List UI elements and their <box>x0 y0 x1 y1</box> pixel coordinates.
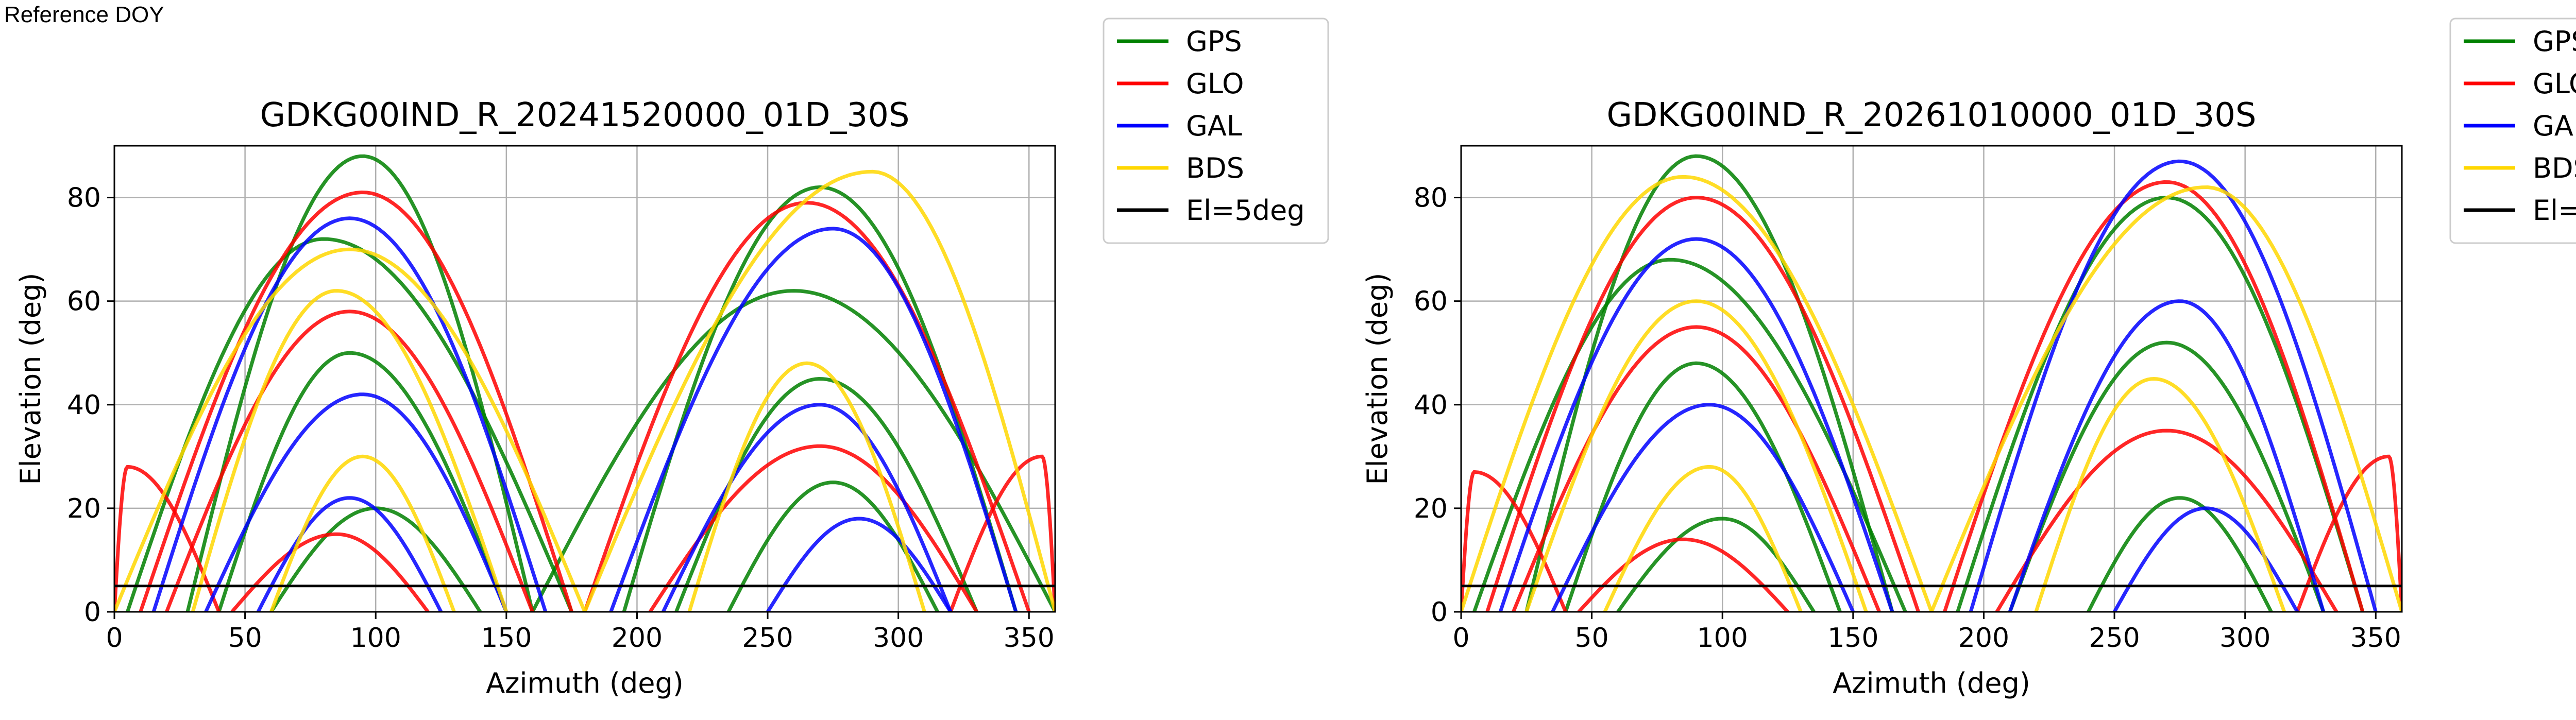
x-tick-label: 250 <box>742 623 793 654</box>
series-arc-glo <box>1577 537 1789 612</box>
x-tick-label: 100 <box>1697 623 1748 654</box>
x-tick-label: 50 <box>1575 623 1609 654</box>
chart-title: GDKG00IND_R_20261010000_01D_30S <box>1606 96 2256 134</box>
legend-label-el-5deg: El=5deg <box>2533 194 2576 227</box>
x-tick-label: 150 <box>1827 623 1878 654</box>
series-arc-gps <box>531 289 1055 612</box>
plot-frame <box>1460 145 2403 613</box>
y-axis-title: Elevation (deg) <box>14 273 47 485</box>
series-arc-gps <box>1472 258 1907 612</box>
series-arc-bds <box>1461 175 1934 612</box>
chart-title: GDKG00IND_R_20241520000_01D_30S <box>260 96 909 134</box>
series-arc-gps <box>622 185 1018 612</box>
series-arc-gps <box>217 351 509 612</box>
series-arc-glo <box>230 532 430 612</box>
y-tick-label: 20 <box>67 493 101 524</box>
y-tick-label: 80 <box>67 183 101 214</box>
x-tick-label: 350 <box>2350 623 2401 654</box>
y-tick-label: 40 <box>67 390 101 421</box>
series-arc-gal <box>151 216 548 612</box>
legend-label-gps: GPS <box>1186 25 1242 58</box>
reference-doy-label: Reference DOY <box>4 2 164 27</box>
series-arc-glo <box>583 201 1031 612</box>
x-tick-label: 250 <box>2089 623 2140 654</box>
series-arc-bds <box>1603 465 1803 612</box>
x-tick-label: 200 <box>612 623 663 654</box>
y-axis-title: Elevation (deg) <box>1361 273 1394 485</box>
series-arc-gal <box>609 227 1018 612</box>
legend-label-bds: BDS <box>2533 152 2576 184</box>
series-arc-glo <box>2295 454 2402 612</box>
y-tick-label: 0 <box>84 597 101 628</box>
series-arc-gps <box>185 154 535 612</box>
x-tick-label: 300 <box>2219 623 2270 654</box>
legend-label-bds: BDS <box>1186 152 1244 184</box>
series-arc-gal <box>256 496 443 612</box>
legend-label-gps: GPS <box>2533 25 2576 58</box>
series-arc-bds <box>114 247 587 612</box>
series-arc-gal <box>1551 403 1855 612</box>
legend-box <box>1103 18 1329 244</box>
series-arc-gal <box>662 403 953 612</box>
series-arc-glo <box>114 465 221 612</box>
legend: GPS GLO GAL BDS El=5deg <box>2449 18 2576 244</box>
series-arc-bds <box>687 361 926 612</box>
y-tick-label: 60 <box>67 286 101 317</box>
series-arc-gps <box>126 237 573 612</box>
series-arc-glo <box>139 190 573 612</box>
series-arc-glo <box>1943 180 2365 612</box>
series-arc-bds <box>269 454 456 612</box>
series-arc-glo <box>948 454 1055 612</box>
x-tick-label: 100 <box>350 623 401 654</box>
x-tick-label: 0 <box>106 623 123 654</box>
series-arc-bds <box>1524 299 1868 612</box>
y-tick-label: 40 <box>1414 390 1448 421</box>
series-arc-gps <box>1956 196 2365 612</box>
series-layer <box>1461 154 2402 612</box>
series-arc-gal <box>2008 299 2326 612</box>
series-arc-glo <box>1512 325 1881 612</box>
skyplot-chart-1: GDKG00IND_R_20241520000_01D_30S 0 50 100 150… <box>14 18 1329 699</box>
series-arc-bds <box>583 169 1055 612</box>
legend-label-glo: GLO <box>2533 67 2576 100</box>
series-arc-gps <box>1564 361 1842 612</box>
legend-label-glo: GLO <box>1186 67 1244 100</box>
x-tick-label: 350 <box>1004 623 1055 654</box>
legend: GPS GLO GAL BDS El=5deg <box>1103 18 1329 244</box>
y-tick-label: 0 <box>1431 597 1448 628</box>
legend-box <box>2449 18 2576 244</box>
series-layer <box>114 154 1055 612</box>
series-arc-glo <box>1995 428 2338 612</box>
series-arc-gal <box>1969 159 2378 612</box>
series-arc-gps <box>1616 517 1816 612</box>
series-arc-gal <box>204 392 509 612</box>
plot-frame <box>113 145 1056 613</box>
series-arc-glo <box>1461 470 1568 612</box>
series-arc-bds <box>191 289 509 612</box>
y-tick-label: 80 <box>1414 183 1448 214</box>
legend-label-el-5deg: El=5deg <box>1186 194 1305 227</box>
series-arc-glo <box>165 310 534 612</box>
series-arc-gps <box>2008 340 2326 612</box>
series-arc-gal <box>1498 237 1894 612</box>
legend-label-gal: GAL <box>2533 110 2576 142</box>
x-axis-title: Azimuth (deg) <box>1833 667 2030 699</box>
x-tick-label: 300 <box>873 623 924 654</box>
series-arc-gal <box>766 517 953 612</box>
x-axis-title: Azimuth (deg) <box>486 667 684 699</box>
y-tick-label: 20 <box>1414 493 1448 524</box>
series-arc-bds <box>1929 185 2402 612</box>
series-arc-glo <box>1485 196 1920 612</box>
series-arc-bds <box>2034 376 2286 612</box>
x-tick-label: 150 <box>481 623 532 654</box>
legend-label-gal: GAL <box>1186 110 1242 142</box>
y-tick-label: 60 <box>1414 286 1448 317</box>
x-tick-label: 0 <box>1452 623 1469 654</box>
skyplot-chart-2: GDKG00IND_R_20261010000_01D_30S 0 50 100 150… <box>1361 18 2576 699</box>
series-arc-gps <box>2087 496 2273 612</box>
series-arc-gps <box>726 481 939 612</box>
x-tick-label: 200 <box>1958 623 2009 654</box>
x-tick-label: 50 <box>228 623 262 654</box>
